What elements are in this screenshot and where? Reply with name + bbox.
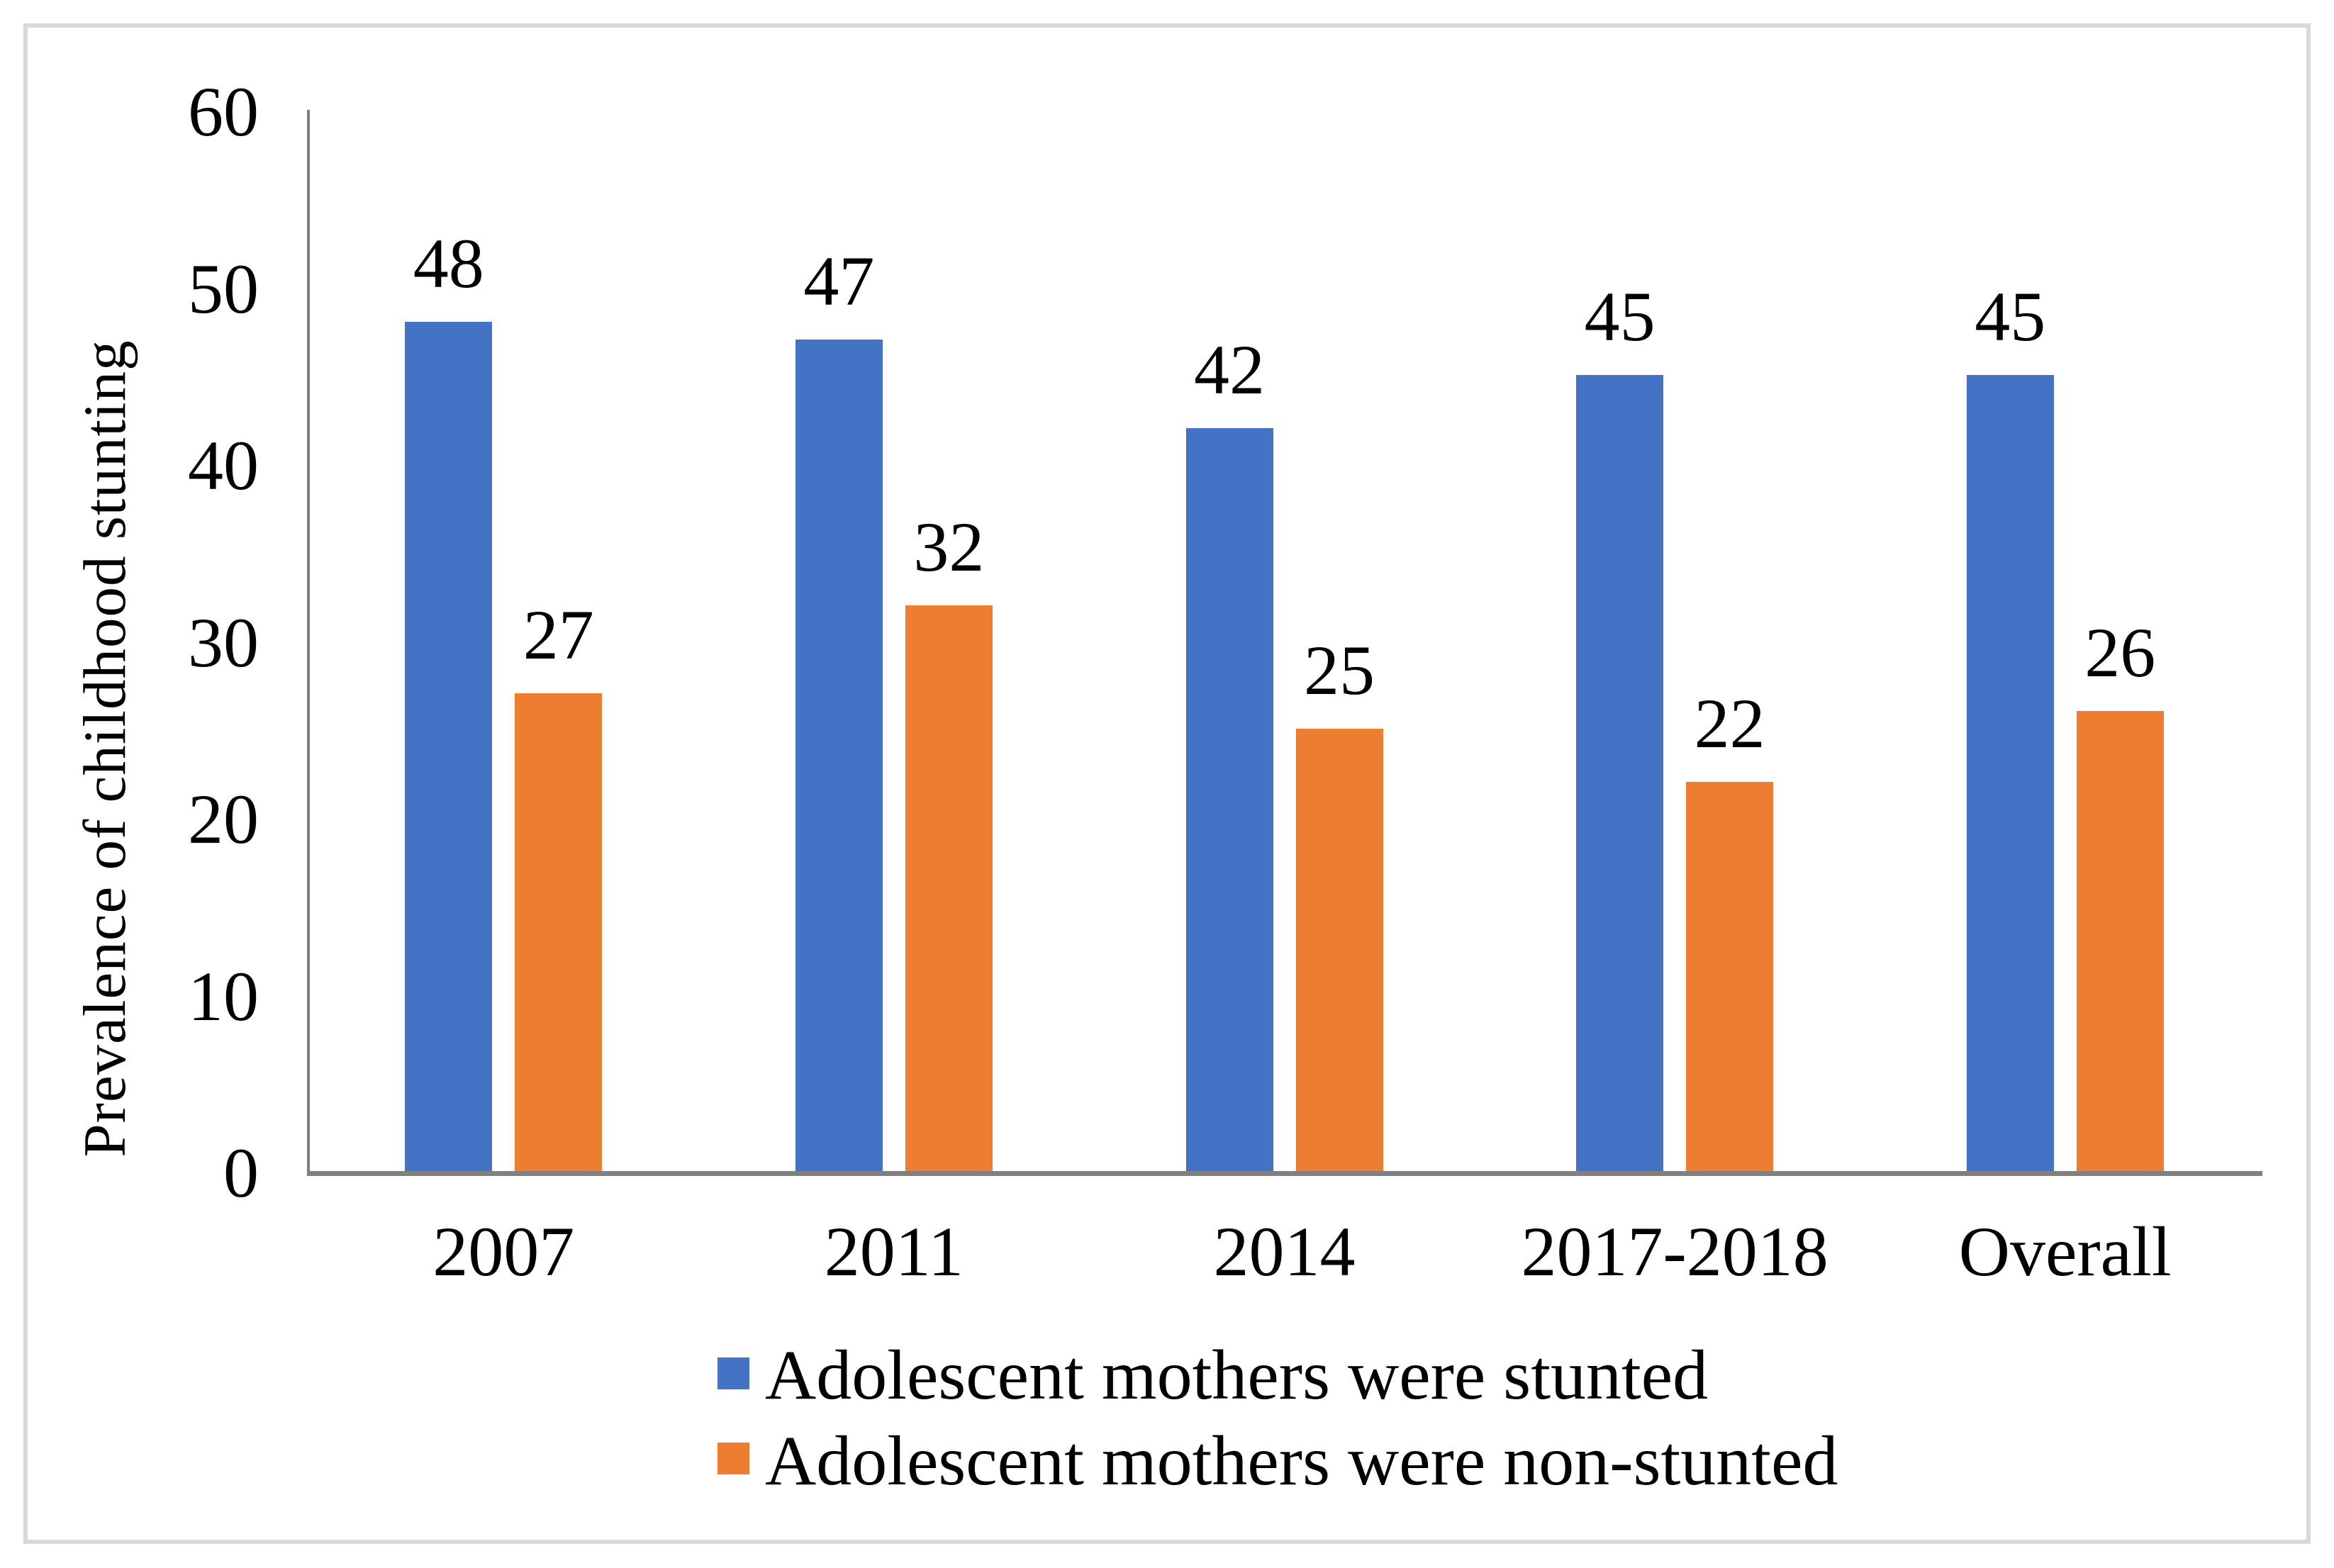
bar-non-stunted-2017-2018	[1686, 782, 1774, 1171]
legend-swatch-non-stunted-icon	[717, 1443, 749, 1474]
legend-label-stunted: Adolescent mothers were stunted	[765, 1335, 1709, 1414]
y-tick-label: 10	[188, 956, 259, 1036]
y-axis-line	[307, 110, 310, 1171]
y-tick-label: 20	[188, 780, 259, 858]
x-axis-label-2011: 2011	[824, 1212, 964, 1291]
legend-swatch-stunted-icon	[717, 1357, 749, 1389]
bar-value-label: 42	[1194, 330, 1265, 410]
bar-stunted-Overall	[1966, 375, 2054, 1171]
y-tick-label: 0	[223, 1133, 259, 1212]
chart-frame	[23, 23, 2311, 1544]
x-axis-label-2014: 2014	[1213, 1212, 1356, 1291]
bar-value-label: 45	[1584, 277, 1655, 357]
bar-non-stunted-2007	[515, 693, 603, 1171]
bar-value-label: 47	[803, 242, 875, 321]
x-axis-label-2007: 2007	[432, 1212, 575, 1291]
bar-non-stunted-2014	[1295, 729, 1383, 1171]
bar-value-label: 22	[1694, 684, 1765, 763]
x-axis-label-Overall: Overall	[1958, 1212, 2172, 1291]
legend-label-non-stunted: Adolescent mothers were non-stunted	[765, 1421, 1838, 1500]
bar-stunted-2014	[1185, 428, 1273, 1171]
bar-stunted-2007	[405, 322, 493, 1171]
bar-value-label: 45	[1975, 277, 2046, 357]
bar-value-label: 27	[523, 595, 594, 675]
y-tick-label: 30	[188, 603, 259, 682]
x-axis-line	[307, 1171, 2262, 1176]
bar-non-stunted-2011	[905, 605, 993, 1171]
bar-stunted-2017-2018	[1576, 375, 1664, 1171]
bar-stunted-2011	[795, 340, 883, 1171]
y-tick-label: 40	[188, 426, 259, 505]
legend-item-stunted: Adolescent mothers were stunted	[717, 1340, 1708, 1411]
bar-value-label: 48	[413, 224, 484, 303]
bar-value-label: 26	[2084, 613, 2156, 693]
bar-value-label: 32	[913, 507, 985, 586]
x-axis-label-2017-2018: 2017-2018	[1521, 1212, 1828, 1291]
bar-value-label: 25	[1304, 631, 1375, 710]
y-tick-label: 60	[188, 72, 259, 151]
y-tick-label: 50	[188, 249, 259, 328]
legend-item-non-stunted: Adolescent mothers were non-stunted	[717, 1426, 1838, 1496]
bar-non-stunted-Overall	[2076, 711, 2164, 1171]
